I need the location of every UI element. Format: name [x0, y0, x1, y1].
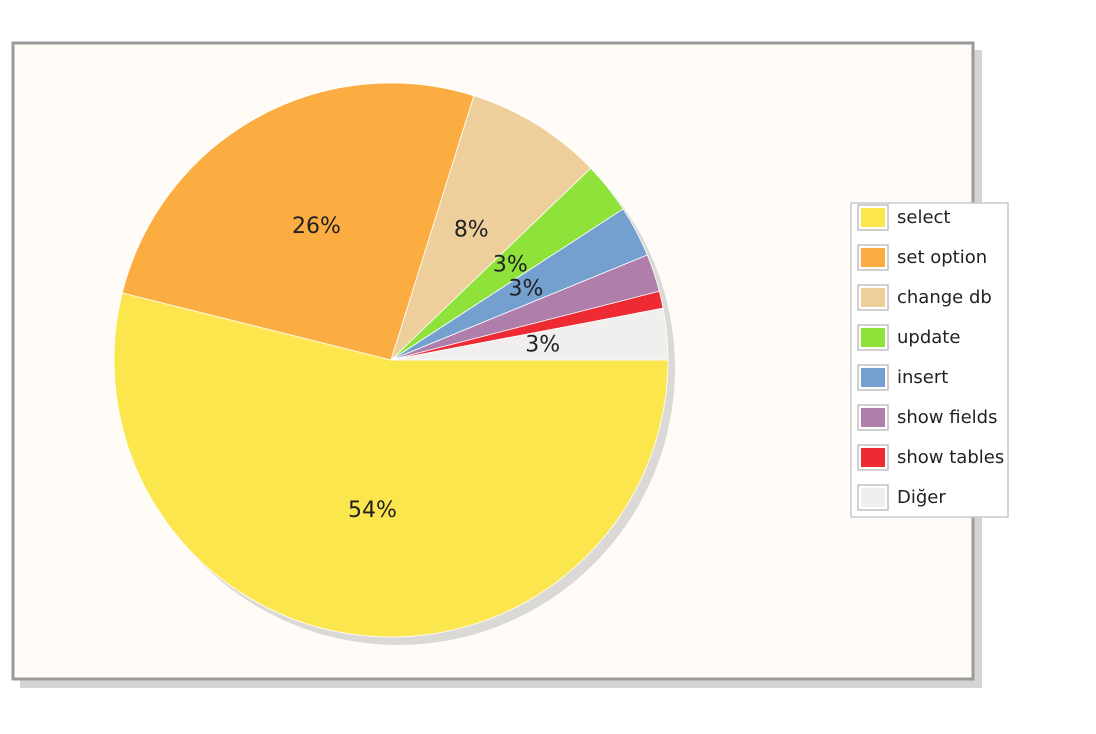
pie-labels: 54%26% 8%3%3%3% [292, 214, 560, 523]
pie-slice-label: 3% [508, 276, 543, 301]
pie-slice-label: 3% [525, 333, 560, 358]
legend-item: set option [857, 244, 987, 271]
legend-label: show tables [897, 447, 1004, 468]
legend-swatch [861, 288, 885, 307]
legend-item: insert [857, 364, 948, 391]
legend-swatch [861, 488, 885, 507]
pie-slice-set-option [121, 82, 475, 361]
legend-label: insert [897, 367, 948, 388]
legend-label: update [897, 327, 960, 348]
legend-swatch [861, 448, 885, 467]
legend-item: select [857, 204, 950, 231]
legend-item: Diğer [857, 484, 946, 511]
legend-label: Diğer [897, 487, 946, 508]
pie-slice-di-er [390, 307, 669, 361]
legend-item: show tables [857, 444, 1004, 471]
legend-items: select set option change db update insert sho… [857, 204, 1004, 511]
legend-item: update [857, 324, 960, 351]
legend-label: change db [897, 287, 992, 308]
legend-swatch [861, 368, 885, 387]
legend-item: show fields [857, 404, 997, 431]
legend-item: change db [857, 284, 992, 311]
legend-swatch [861, 408, 885, 427]
pie-slice-select [113, 292, 669, 638]
legend-label: set option [897, 247, 987, 268]
pie-slice-label: 3% [493, 252, 528, 277]
legend-swatch [861, 208, 885, 227]
legend-swatch [861, 248, 885, 267]
legend-swatch [861, 328, 885, 347]
legend: select set option change db update insert sho… [850, 202, 1009, 518]
legend-label: select [897, 207, 950, 228]
pie-slice-change-db [390, 95, 592, 361]
pie-chart: 54%26% 8%3%3%3% [113, 82, 675, 645]
legend-label: show fields [897, 407, 997, 428]
pie-slice-label: 8% [454, 218, 489, 243]
pie-slice-label: 54% [348, 498, 397, 523]
pie-slices [113, 82, 669, 638]
pie-slice-label: 26% [292, 214, 341, 239]
